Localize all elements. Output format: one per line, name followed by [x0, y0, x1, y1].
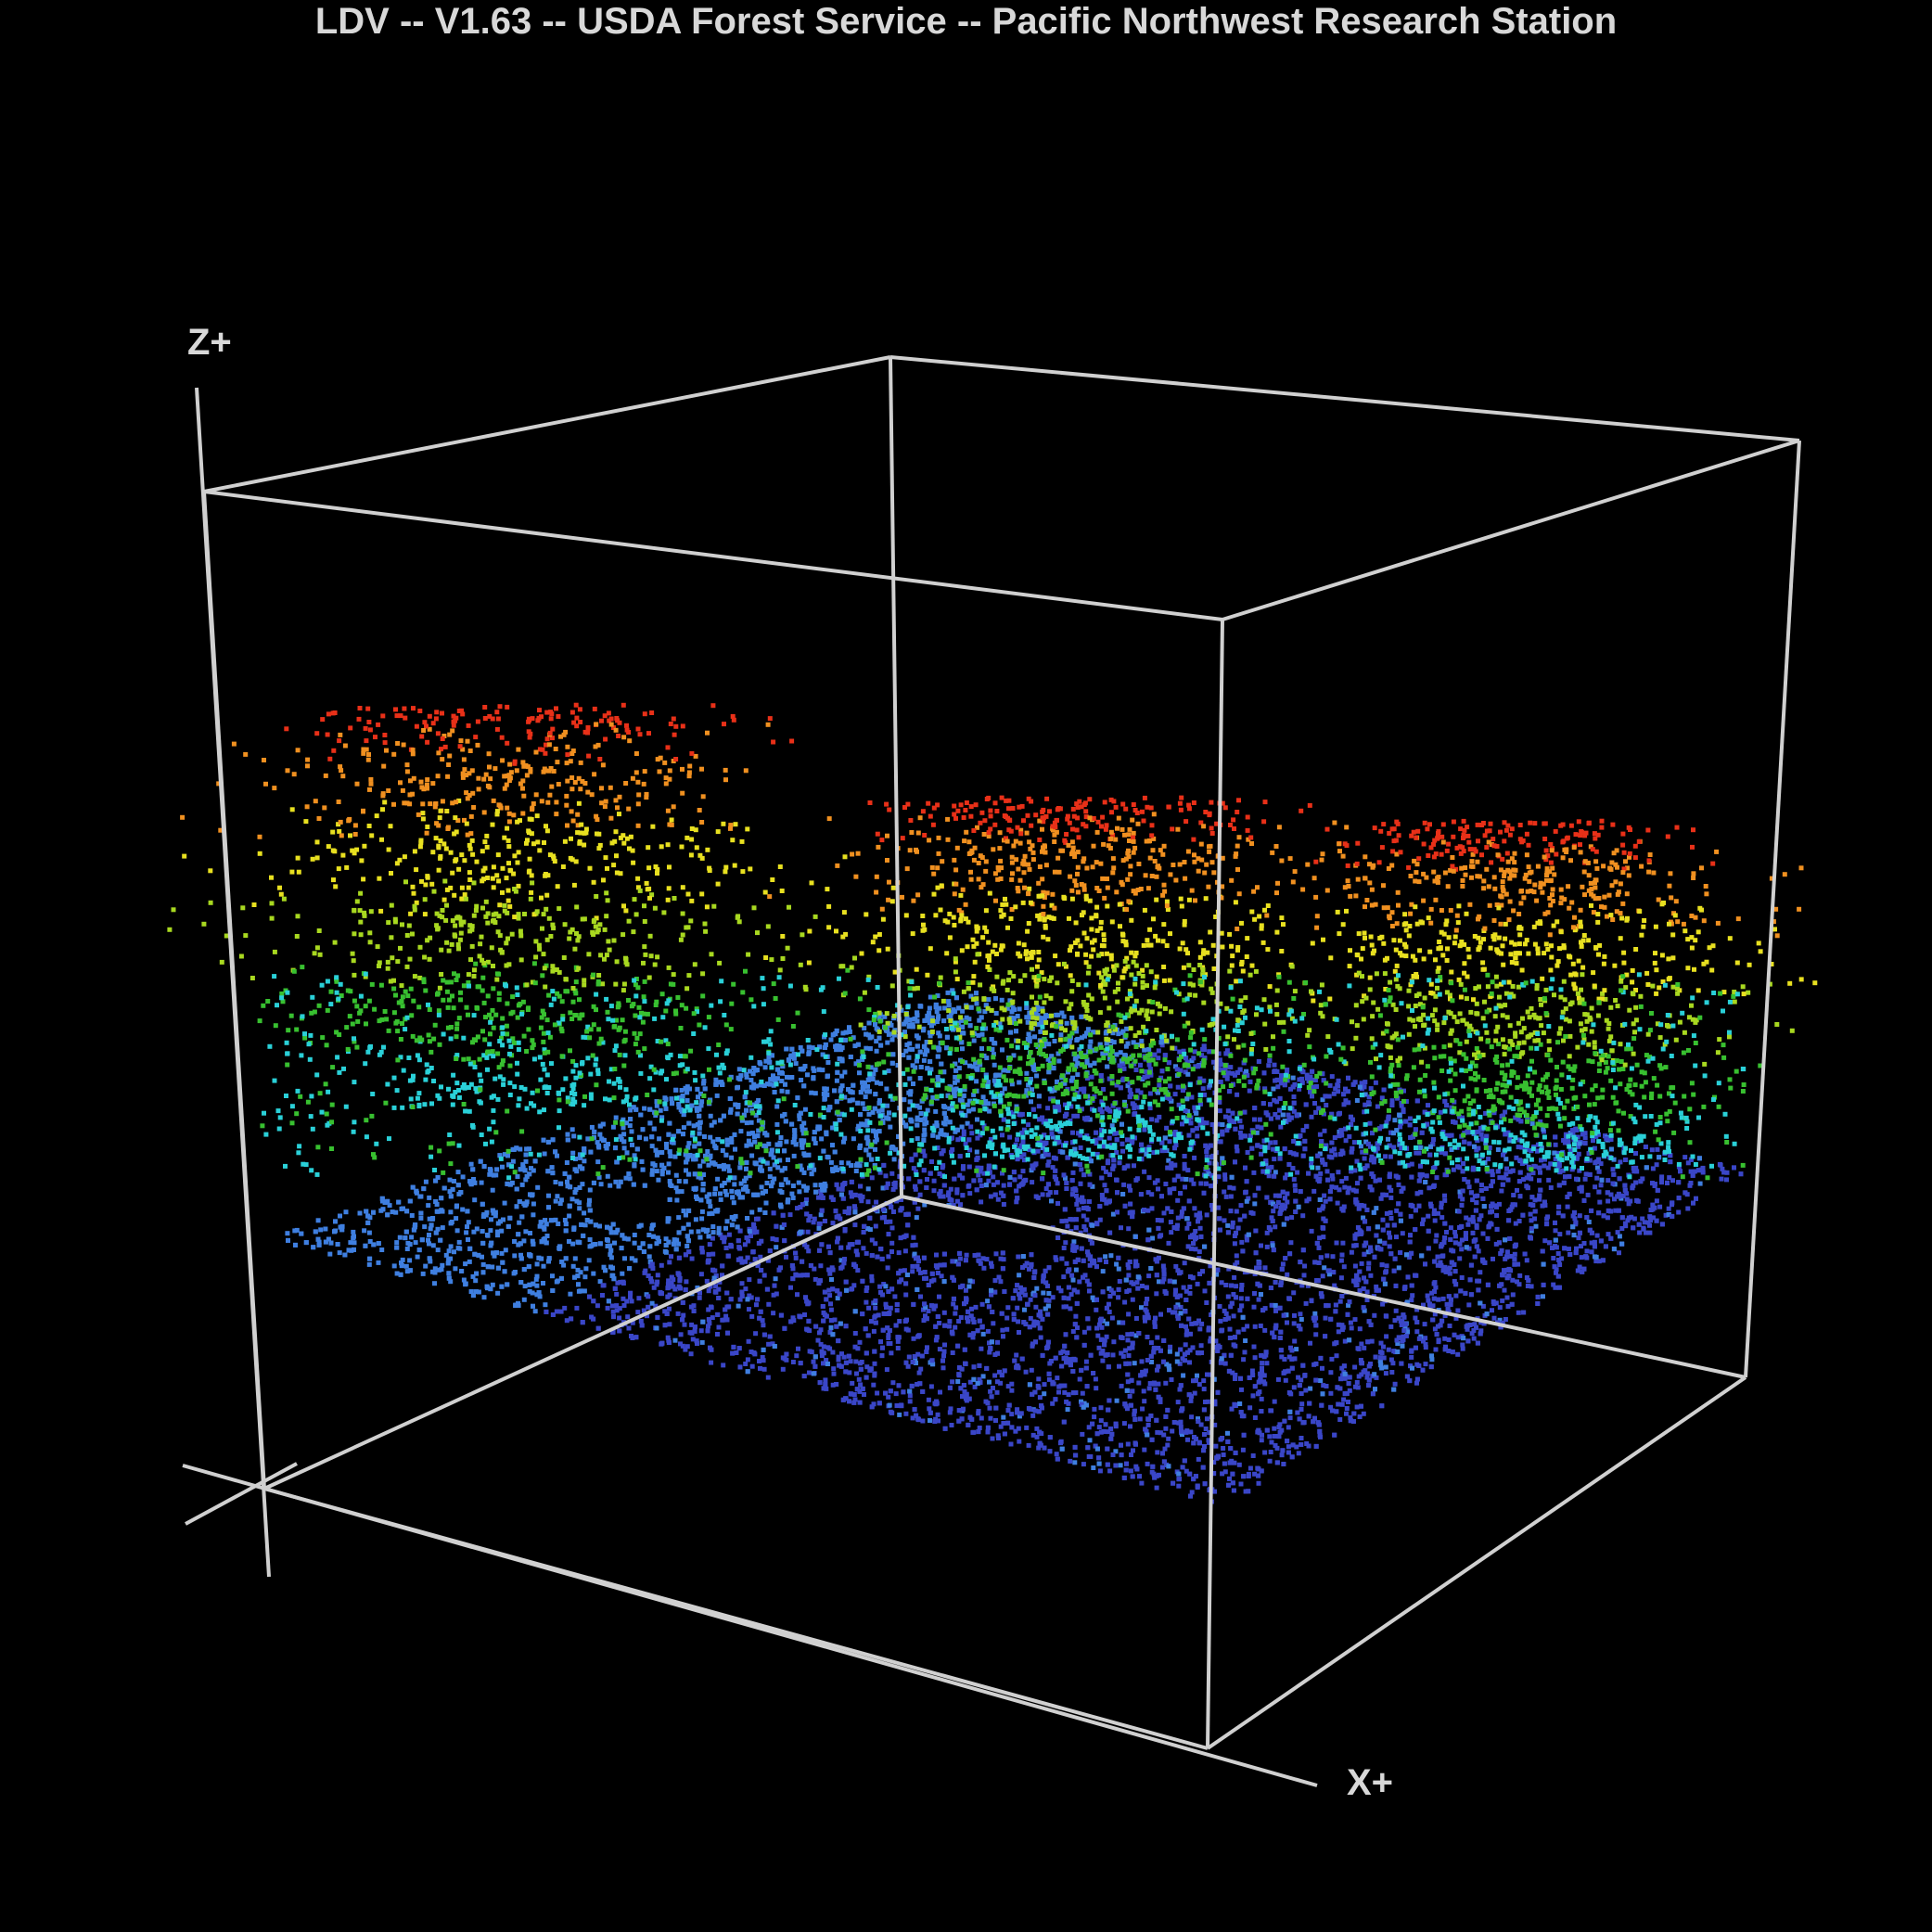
z-axis-label: Z+ [187, 322, 232, 363]
x-axis-label: X+ [1347, 1762, 1393, 1803]
z-axis-line [195, 387, 271, 1578]
canopy-points [167, 702, 1818, 1181]
x-axis-line [182, 1464, 1318, 1787]
y-axis-line [185, 1462, 298, 1526]
ground-points [285, 988, 1744, 1504]
window-title: LDV -- V1.63 -- USDA Forest Service -- P… [314, 1, 1618, 42]
axis-gizmo: Z+ X+ [182, 322, 1393, 1803]
